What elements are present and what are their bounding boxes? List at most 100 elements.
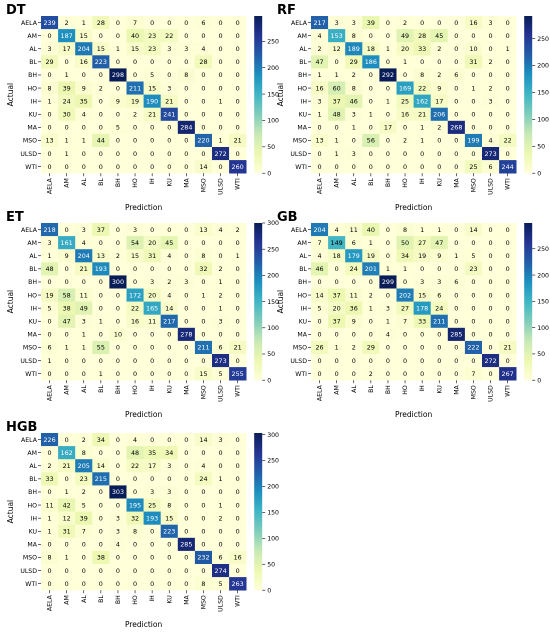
row-tick-label: HO [297, 292, 307, 299]
heatmap-cell [177, 81, 196, 95]
cell-value-label: 0 [219, 252, 223, 260]
heatmap-cell [362, 16, 380, 30]
cell-value-label: 0 [506, 84, 510, 92]
heatmap-cell [177, 564, 196, 578]
cell-value-label: 3 [184, 278, 188, 286]
heatmap-cell [482, 236, 500, 250]
cell-value-label: 0 [116, 19, 120, 27]
cell-value-label: 0 [99, 514, 103, 522]
cell-value-label: 0 [116, 58, 120, 66]
heatmap-cell [177, 498, 196, 512]
cell-value-label: 19 [367, 252, 375, 260]
cell-value-label: 46 [350, 97, 358, 105]
cell-value-label: 20 [148, 239, 156, 247]
heatmap-cell [396, 288, 414, 302]
heatmap-cell [464, 327, 483, 342]
cell-value-label: 0 [454, 150, 458, 158]
heatmap-cell [41, 94, 59, 108]
heatmap-cell [311, 107, 329, 122]
heatmap-cell [41, 446, 59, 460]
heatmap-cell [194, 223, 213, 237]
heatmap-cell [482, 81, 500, 95]
heatmap-cell [229, 68, 247, 82]
cell-value-label: 3 [184, 45, 188, 53]
cell-value-label: 47 [63, 317, 71, 325]
column-tick-label: AL [351, 385, 358, 393]
heatmap-cell [109, 16, 127, 30]
heatmap-cell [160, 314, 179, 329]
cell-value-label: 13 [315, 137, 323, 145]
heatmap-cell [126, 367, 144, 381]
heatmap-cell [194, 68, 213, 82]
cell-value-label: 0 [99, 488, 103, 496]
heatmap-cell [160, 236, 179, 250]
column-tick-label: HO [132, 178, 139, 188]
heatmap-cell [109, 354, 127, 368]
cell-value-label: 0 [403, 150, 407, 158]
cell-value-label: 0 [236, 541, 240, 549]
colorbar-tick-label: 200 [537, 272, 549, 279]
heatmap-cell [328, 160, 346, 174]
cell-value-label: 8 [403, 226, 407, 234]
cell-value-label: 0 [454, 370, 458, 378]
cell-value-label: 0 [48, 150, 52, 158]
heatmap-cell [160, 133, 179, 148]
cell-value-label: 153 [331, 32, 343, 40]
cell-value-label: 5 [150, 71, 154, 79]
cell-value-label: 0 [386, 226, 390, 234]
heatmap-cell [499, 133, 517, 148]
heatmap-cell [229, 367, 247, 381]
heatmap-cell [177, 354, 196, 368]
cell-value-label: 2 [369, 370, 373, 378]
heatmap-cell [109, 107, 127, 122]
cell-value-label: 1 [82, 137, 86, 145]
heatmap-cell [413, 314, 431, 329]
heatmap-cell [362, 81, 380, 95]
heatmap-cell [92, 42, 110, 56]
colorbar [254, 16, 263, 174]
cell-value-label: 3 [48, 239, 52, 247]
heatmap-cell [311, 160, 329, 174]
heatmap-cell [499, 29, 517, 43]
cell-value-label: 0 [454, 45, 458, 53]
heatmap-cell [92, 262, 110, 276]
heatmap-cell [160, 275, 179, 289]
heatmap-cell [177, 223, 196, 237]
cell-value-label: 0 [201, 501, 205, 509]
row-tick-label: BH [28, 279, 37, 286]
cell-value-label: 0 [116, 462, 120, 470]
heatmap-cell [143, 68, 161, 82]
heatmap-cell [75, 249, 93, 263]
heatmap-cell [194, 459, 213, 473]
cell-value-label: 0 [219, 58, 223, 66]
cell-value-label: 13 [45, 137, 53, 145]
cell-value-label: 0 [167, 163, 171, 171]
cell-value-label: 0 [335, 278, 339, 286]
heatmap-cell [229, 550, 247, 565]
row-tick-label: KU [29, 528, 37, 535]
cell-value-label: 1 [386, 265, 390, 273]
heatmap-cell [143, 147, 161, 161]
cell-value-label: 19 [45, 291, 53, 299]
cell-value-label: 0 [99, 567, 103, 575]
heatmap-cell [499, 314, 517, 329]
heatmap-cell [143, 94, 161, 108]
cell-value-label: 39 [80, 514, 88, 522]
heatmap-cell [41, 147, 59, 161]
cell-value-label: 0 [201, 331, 205, 339]
column-tick-label: IH [419, 385, 426, 392]
cell-value-label: 0 [318, 370, 322, 378]
heatmap-cell [229, 340, 247, 355]
cell-value-label: 39 [367, 19, 375, 27]
cell-value-label: 14 [199, 163, 207, 171]
cell-value-label: 0 [386, 291, 390, 299]
heatmap-cell [482, 262, 500, 276]
heatmap-cell [464, 367, 483, 381]
heatmap-cell [212, 550, 230, 565]
heatmap-cell [58, 459, 76, 473]
cell-value-label: 6 [489, 163, 493, 171]
heatmap-cell [413, 133, 431, 148]
cell-value-label: 2 [437, 124, 441, 132]
heatmap-cell [41, 223, 59, 237]
